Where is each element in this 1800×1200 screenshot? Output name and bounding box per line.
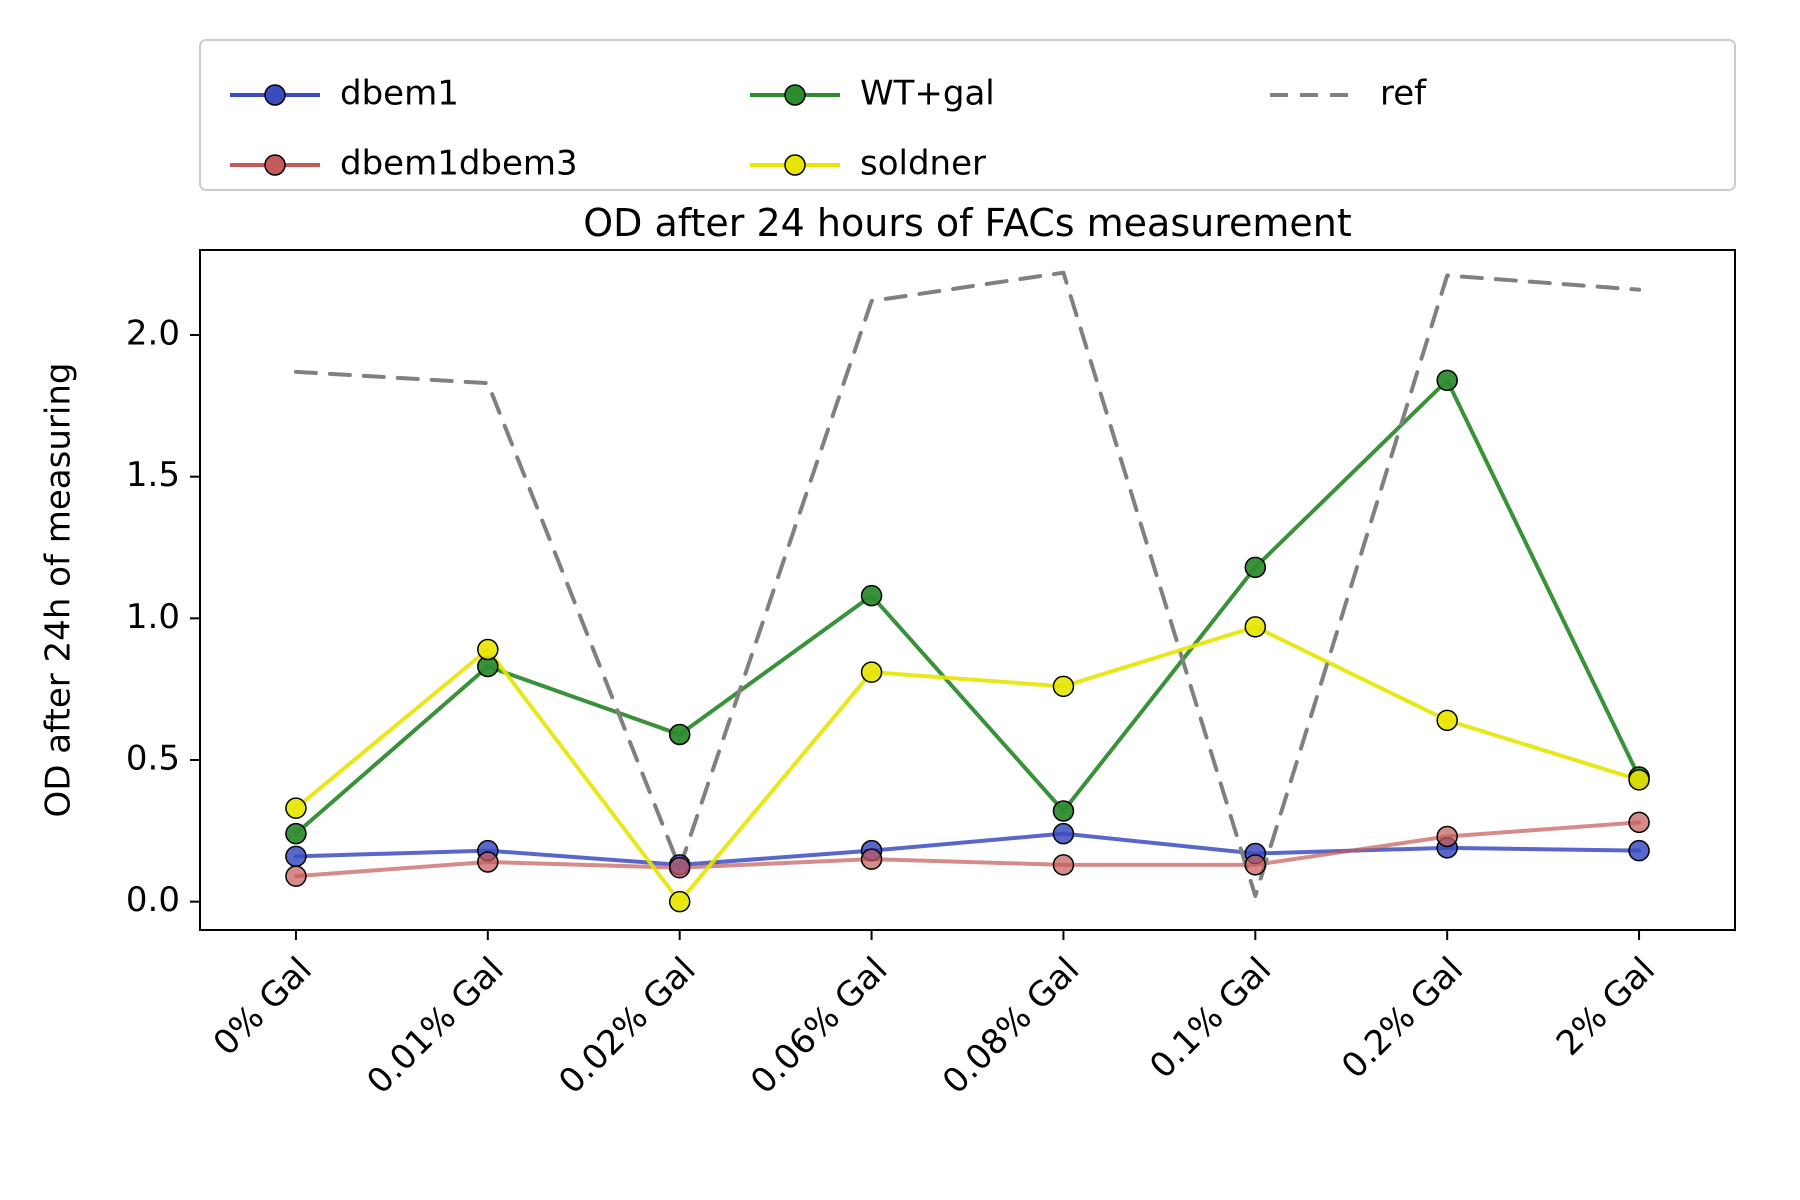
y-tick-label: 1.0: [126, 597, 180, 637]
marker-soldner: [1053, 676, 1073, 696]
y-tick-label: 0.0: [126, 880, 180, 920]
marker-soldner: [1437, 710, 1457, 730]
marker-dbem1: [1053, 824, 1073, 844]
marker-dbem1dbem3: [286, 866, 306, 886]
marker-dbem1dbem3: [1437, 827, 1457, 847]
marker-wtgal: [1437, 370, 1457, 390]
legend-swatch-marker: [785, 155, 805, 175]
chart-svg: 0.00.51.01.52.00% Gal0.01% Gal0.02% Gal0…: [0, 0, 1800, 1200]
marker-wtgal: [862, 586, 882, 606]
marker-dbem1dbem3: [478, 852, 498, 872]
chart-title: OD after 24 hours of FACs measurement: [583, 201, 1352, 245]
y-axis-label-group: OD after 24h of measuring: [39, 363, 79, 818]
legend-swatch-marker: [785, 85, 805, 105]
y-tick-label: 0.5: [126, 739, 180, 779]
marker-wtgal: [1245, 557, 1265, 577]
marker-soldner: [670, 892, 690, 912]
legend-label: ref: [1380, 74, 1427, 114]
legend-label: dbem1: [340, 74, 459, 114]
marker-soldner: [478, 640, 498, 660]
marker-soldner: [862, 662, 882, 682]
legend-swatch-marker: [265, 155, 285, 175]
legend-label: soldner: [860, 144, 986, 184]
chart-container: 0.00.51.01.52.00% Gal0.01% Gal0.02% Gal0…: [0, 0, 1800, 1200]
marker-dbem1dbem3: [670, 858, 690, 878]
marker-soldner: [1245, 617, 1265, 637]
y-tick-label: 1.5: [126, 455, 180, 495]
marker-dbem1dbem3: [1053, 855, 1073, 875]
marker-dbem1dbem3: [1245, 855, 1265, 875]
marker-dbem1dbem3: [1629, 812, 1649, 832]
marker-wtgal: [286, 824, 306, 844]
y-axis-label: OD after 24h of measuring: [39, 363, 79, 818]
legend-swatch-marker: [265, 85, 285, 105]
y-tick-label: 2.0: [126, 314, 180, 354]
marker-wtgal: [1053, 801, 1073, 821]
marker-dbem1: [1629, 841, 1649, 861]
marker-dbem1: [286, 846, 306, 866]
legend-label: WT+gal: [860, 74, 995, 114]
legend-label: dbem1dbem3: [340, 144, 578, 184]
legend: dbem1 dbem1dbem3 WT+gal soldner ref: [200, 40, 1735, 190]
marker-dbem1dbem3: [862, 849, 882, 869]
marker-soldner: [1629, 770, 1649, 790]
marker-wtgal: [670, 725, 690, 745]
marker-soldner: [286, 798, 306, 818]
